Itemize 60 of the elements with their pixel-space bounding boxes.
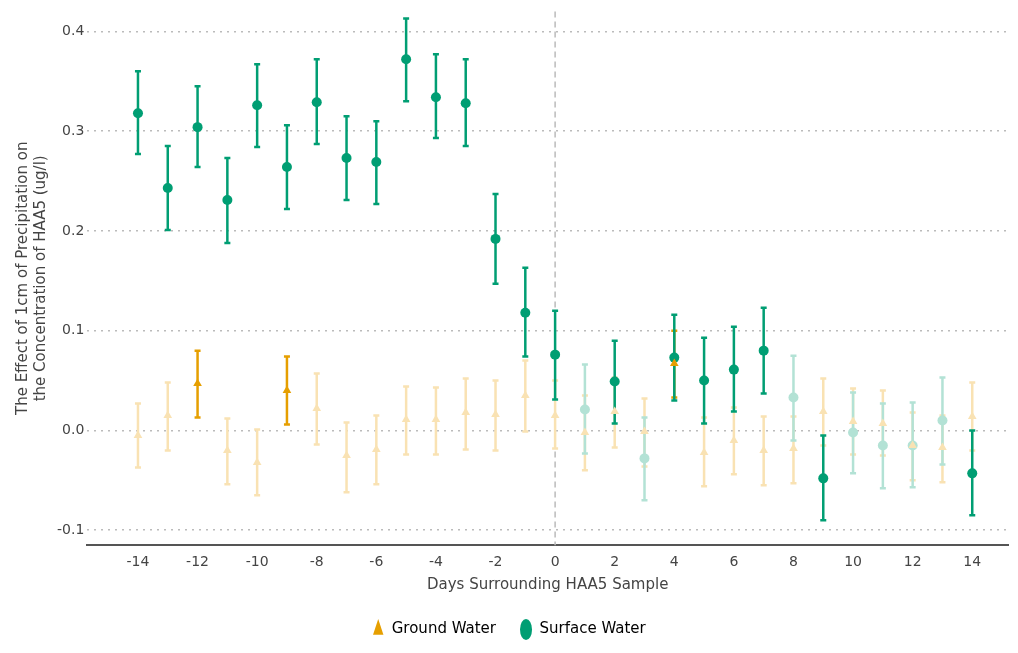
y-tick-label: -0.1	[56, 520, 85, 537]
point	[609, 376, 620, 387]
point	[430, 92, 441, 103]
point	[967, 468, 978, 479]
x-tick-label: 10	[844, 553, 862, 570]
point	[580, 427, 590, 435]
point	[222, 194, 233, 205]
point	[699, 375, 710, 386]
x-tick-label: -4	[428, 553, 443, 570]
point	[311, 97, 322, 108]
x-tick-label: 6	[729, 553, 739, 570]
x-tick-label: 12	[903, 553, 922, 570]
legend-label: Surface Water	[539, 619, 647, 638]
point	[132, 108, 143, 119]
x-tick-label: -6	[369, 553, 384, 570]
point	[252, 100, 263, 111]
x-tick-label: 0	[550, 553, 560, 570]
y-axis-title: The Effect of 1cm of Precipitation on the Concentration of HAA5 (ug/l)	[12, 141, 49, 417]
point	[639, 453, 650, 464]
point	[818, 473, 829, 484]
point	[520, 307, 531, 318]
x-tick-label: 14	[963, 553, 982, 570]
x-tick-label: -12	[186, 553, 209, 570]
point	[758, 345, 769, 356]
point	[460, 98, 471, 109]
y-tick-label: 0.4	[62, 22, 85, 38]
x-axis-title: Days Surrounding HAA5 Sample	[426, 574, 669, 593]
point	[878, 418, 888, 426]
y-tick-label: 0.3	[62, 121, 85, 138]
point	[848, 427, 859, 438]
y-tick-label: 0.2	[62, 221, 85, 238]
point	[192, 122, 203, 133]
point	[848, 416, 858, 424]
point	[938, 442, 947, 450]
point	[193, 378, 202, 387]
point	[371, 157, 382, 168]
point	[877, 440, 888, 451]
point	[640, 426, 649, 434]
x-tick-label: -2	[488, 553, 503, 570]
y-tick-label: 0.1	[62, 321, 85, 338]
point	[490, 233, 501, 244]
point	[579, 404, 590, 415]
x-tick-label: -10	[245, 553, 269, 570]
y-tick-label: 0.0	[62, 421, 85, 438]
point	[610, 406, 620, 414]
legend-label: Ground Water	[391, 619, 497, 638]
point	[162, 183, 173, 193]
point	[550, 349, 561, 360]
point	[669, 358, 679, 367]
point	[401, 54, 412, 65]
point	[788, 392, 799, 403]
point	[341, 153, 352, 164]
point	[937, 415, 948, 426]
x-tick-label: -14	[126, 553, 150, 570]
x-tick-label: 2	[610, 553, 620, 570]
x-tick-label: 8	[789, 553, 798, 570]
point	[728, 364, 739, 375]
point	[281, 162, 292, 173]
x-tick-label: -8	[309, 553, 324, 570]
x-tick-label: 4	[669, 553, 679, 570]
